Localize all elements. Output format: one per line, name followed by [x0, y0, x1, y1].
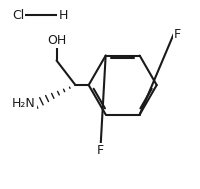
Text: Cl: Cl — [12, 9, 24, 22]
Text: OH: OH — [47, 34, 66, 47]
Text: F: F — [96, 144, 104, 157]
Text: H₂N: H₂N — [12, 98, 36, 110]
Text: H: H — [58, 9, 68, 22]
Text: F: F — [174, 28, 181, 40]
